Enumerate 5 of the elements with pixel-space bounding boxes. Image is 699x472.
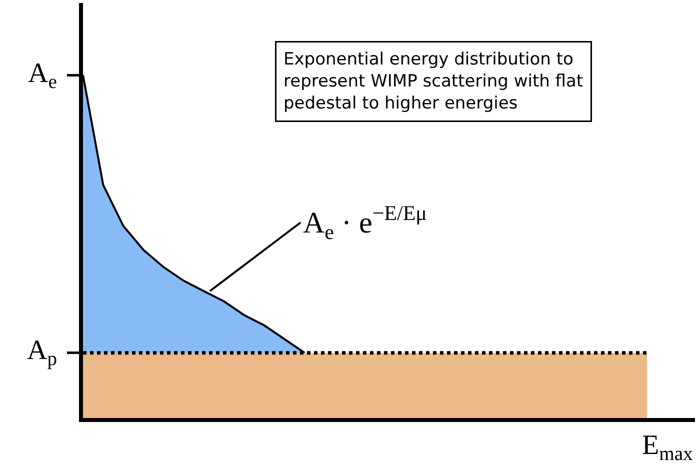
annotation: A$_{e}$ · e$^{−E/Eμ}$ bbox=[303, 201, 427, 244]
annotation: Exponential energy distribution to represent WIMP scattering with flat pedestal to higher energies bbox=[284, 50, 584, 114]
x-axis-title: E$_{max}$ bbox=[642, 430, 694, 465]
text: A$_{e}$ bbox=[28, 58, 58, 93]
text: A$_{p}$ bbox=[27, 335, 58, 370]
